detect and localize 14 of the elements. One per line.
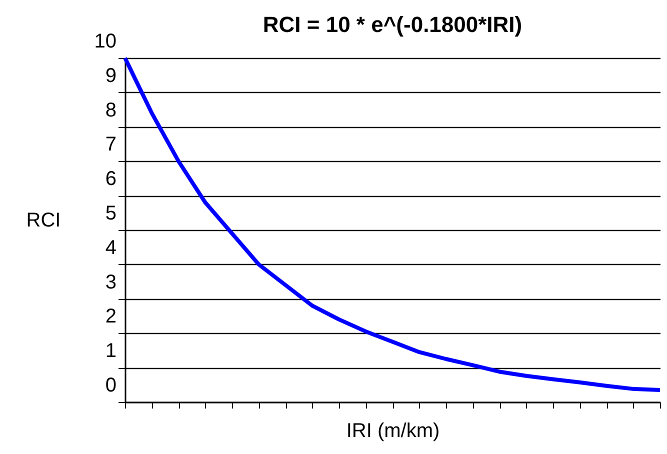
y-tick-label: 5 — [105, 202, 116, 224]
y-tick-label: 7 — [105, 134, 116, 156]
y-tick-label: 6 — [105, 168, 116, 190]
y-tick-label: 3 — [105, 271, 116, 294]
y-tick-label: 9 — [105, 64, 116, 87]
chart-title: RCI = 10 * e^(-0.1800*IRI) — [262, 12, 522, 37]
y-tick-label: 10 — [94, 30, 116, 52]
y-tick-label: 0 — [105, 374, 116, 396]
y-tick-label: 8 — [105, 99, 116, 122]
y-tick-label: 1 — [105, 340, 116, 362]
y-axis-title: RCI — [26, 210, 61, 232]
x-axis-title: IRI (m/km) — [346, 420, 440, 442]
y-tick-label: 2 — [105, 306, 116, 328]
y-tick-label: 4 — [105, 236, 116, 259]
